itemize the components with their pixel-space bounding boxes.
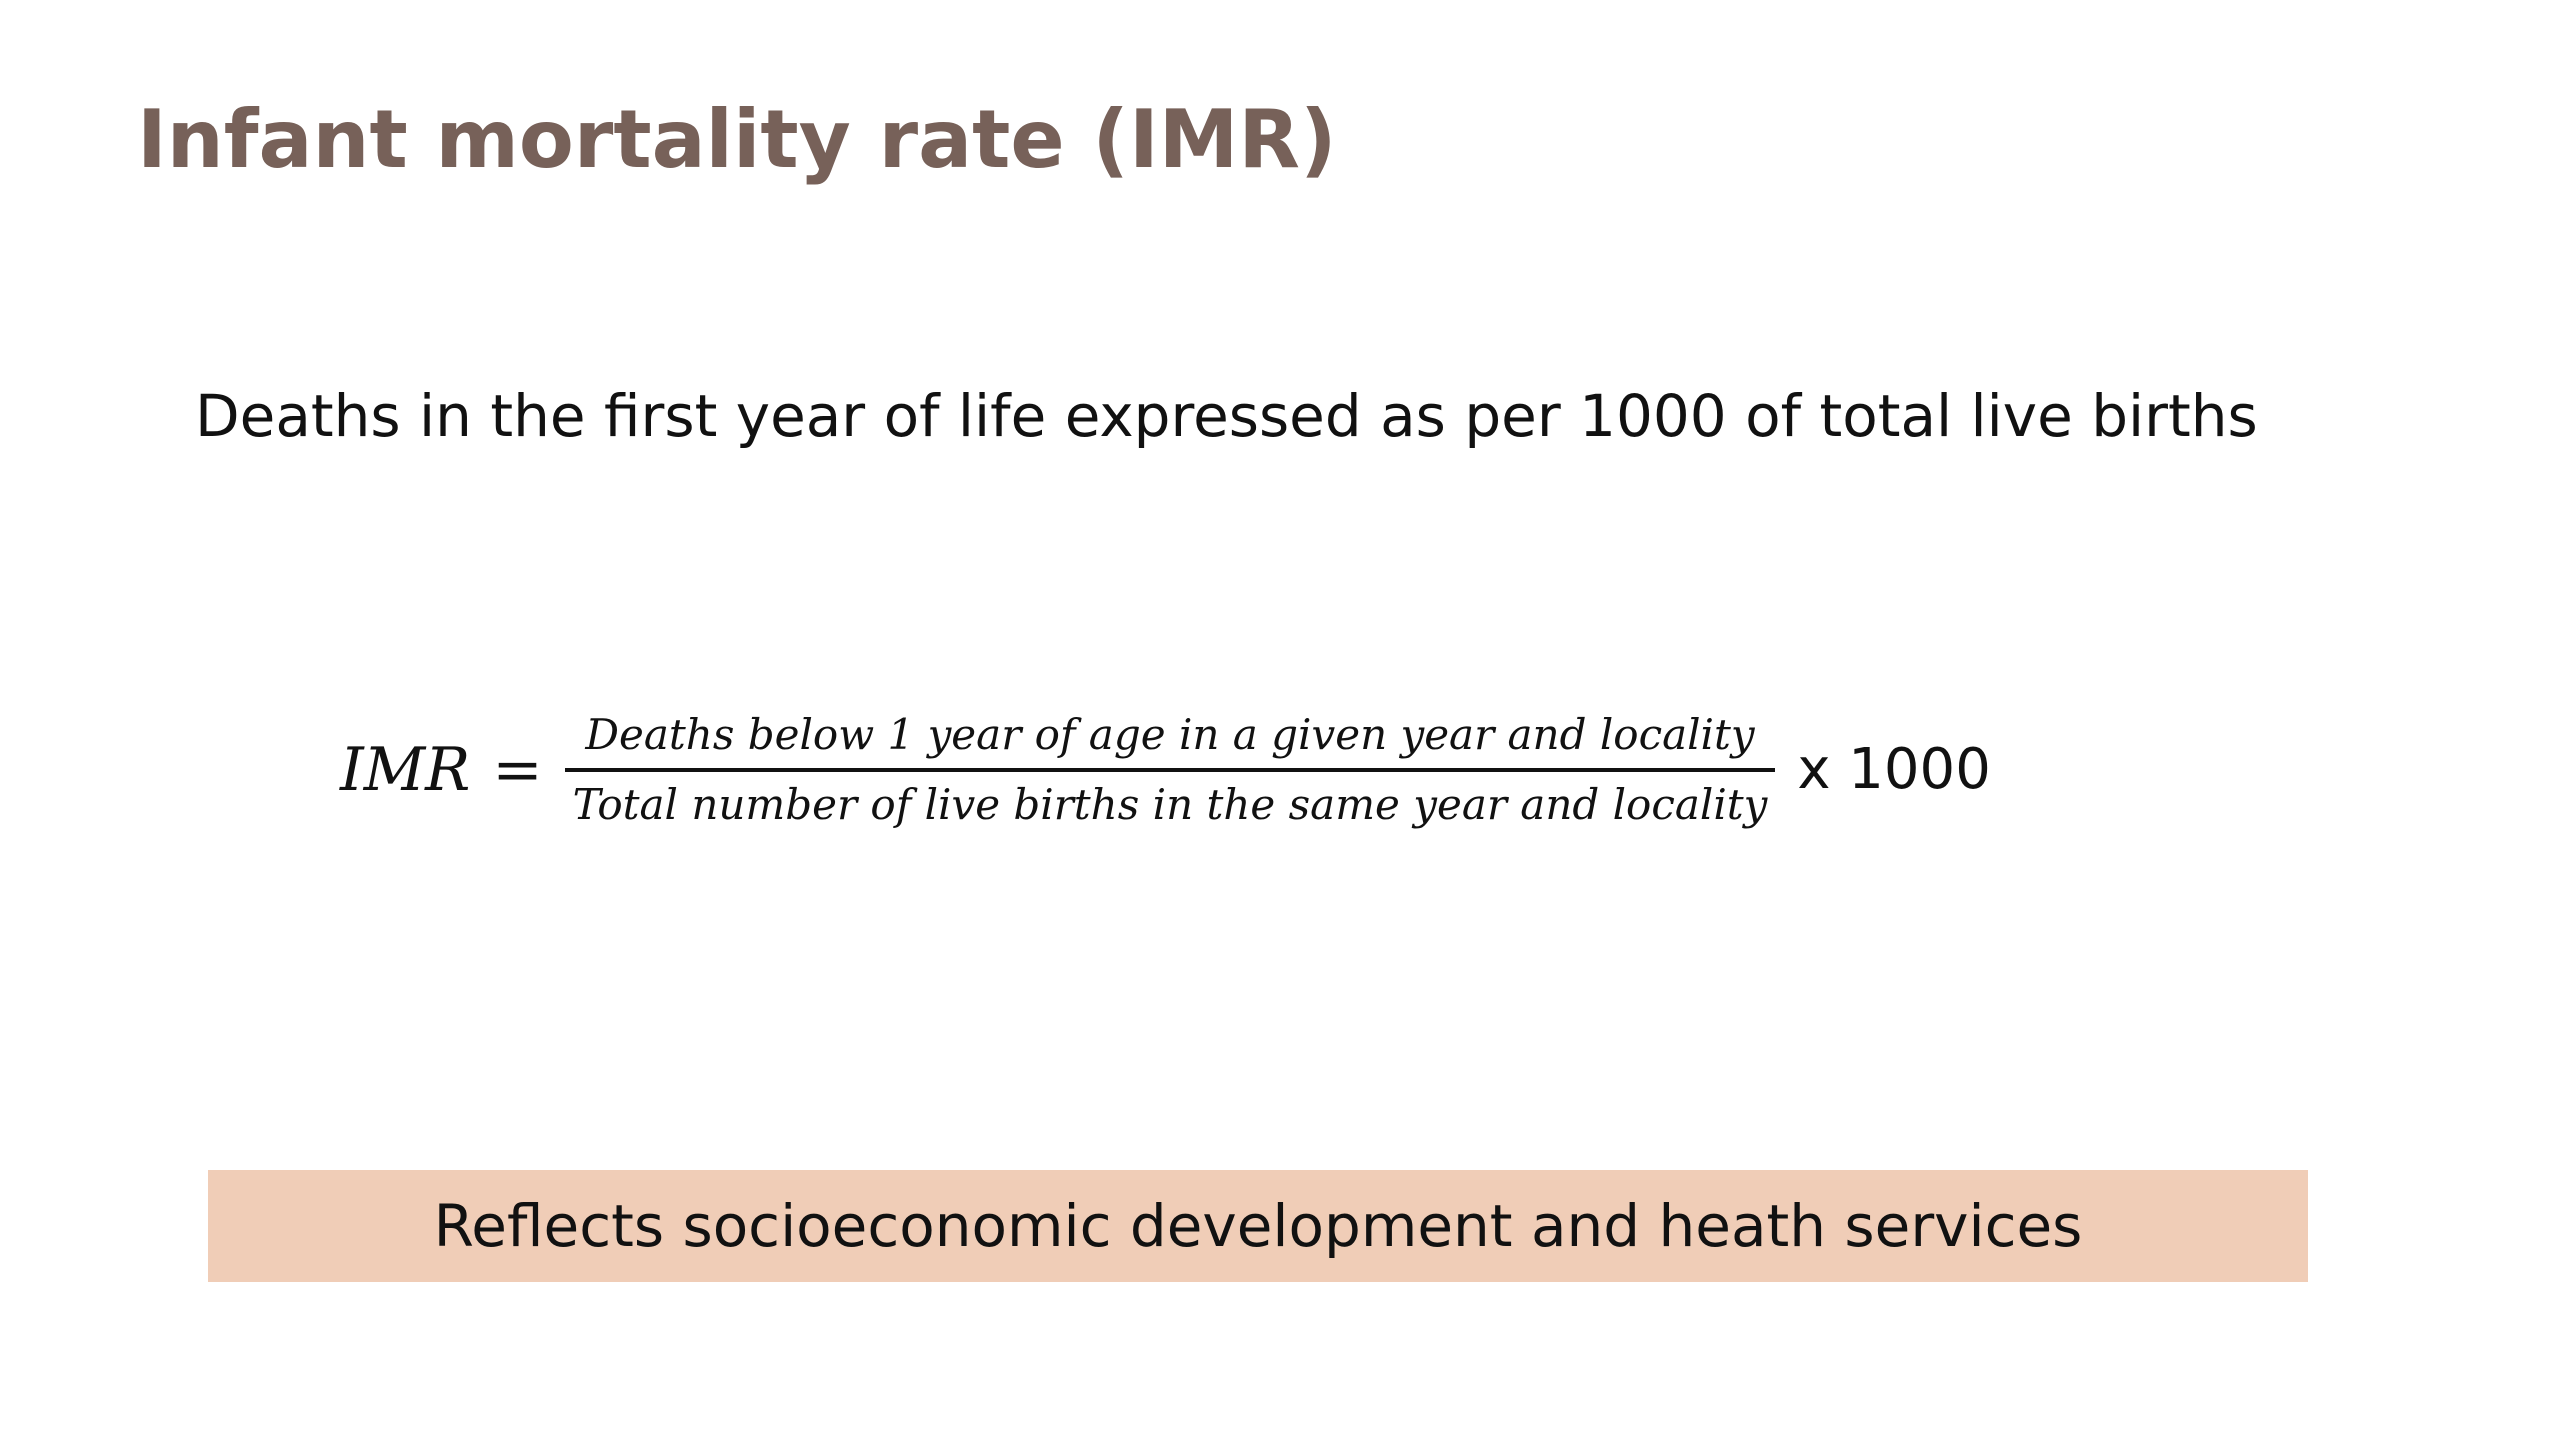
formula-multiplier: x 1000 (1797, 737, 1991, 802)
formula-denominator: Total number of live births in the same … (572, 780, 1768, 829)
fraction-bar (564, 768, 1776, 772)
imr-formula: IMR = Deaths below 1 year of age in a gi… (340, 705, 1991, 835)
definition-text: Deaths in the first year of life express… (195, 382, 2258, 450)
formula-numerator: Deaths below 1 year of age in a given ye… (585, 710, 1755, 759)
formula-equals: = (492, 735, 543, 805)
highlight-text: Reflects socioeconomic development and h… (433, 1192, 2083, 1260)
formula-lhs: IMR (340, 735, 471, 805)
slide-title: Infant mortality rate (IMR) (137, 93, 1337, 186)
formula-fraction: Deaths below 1 year of age in a given ye… (564, 706, 1776, 834)
highlight-box: Reflects socioeconomic development and h… (208, 1170, 2308, 1282)
